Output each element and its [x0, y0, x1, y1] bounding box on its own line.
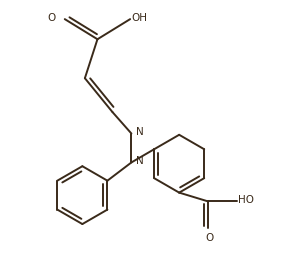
Text: N: N [136, 156, 144, 166]
Text: N: N [136, 127, 144, 137]
Text: O: O [48, 13, 56, 23]
Text: OH: OH [131, 13, 148, 23]
Text: O: O [205, 233, 213, 243]
Text: HO: HO [238, 195, 254, 205]
